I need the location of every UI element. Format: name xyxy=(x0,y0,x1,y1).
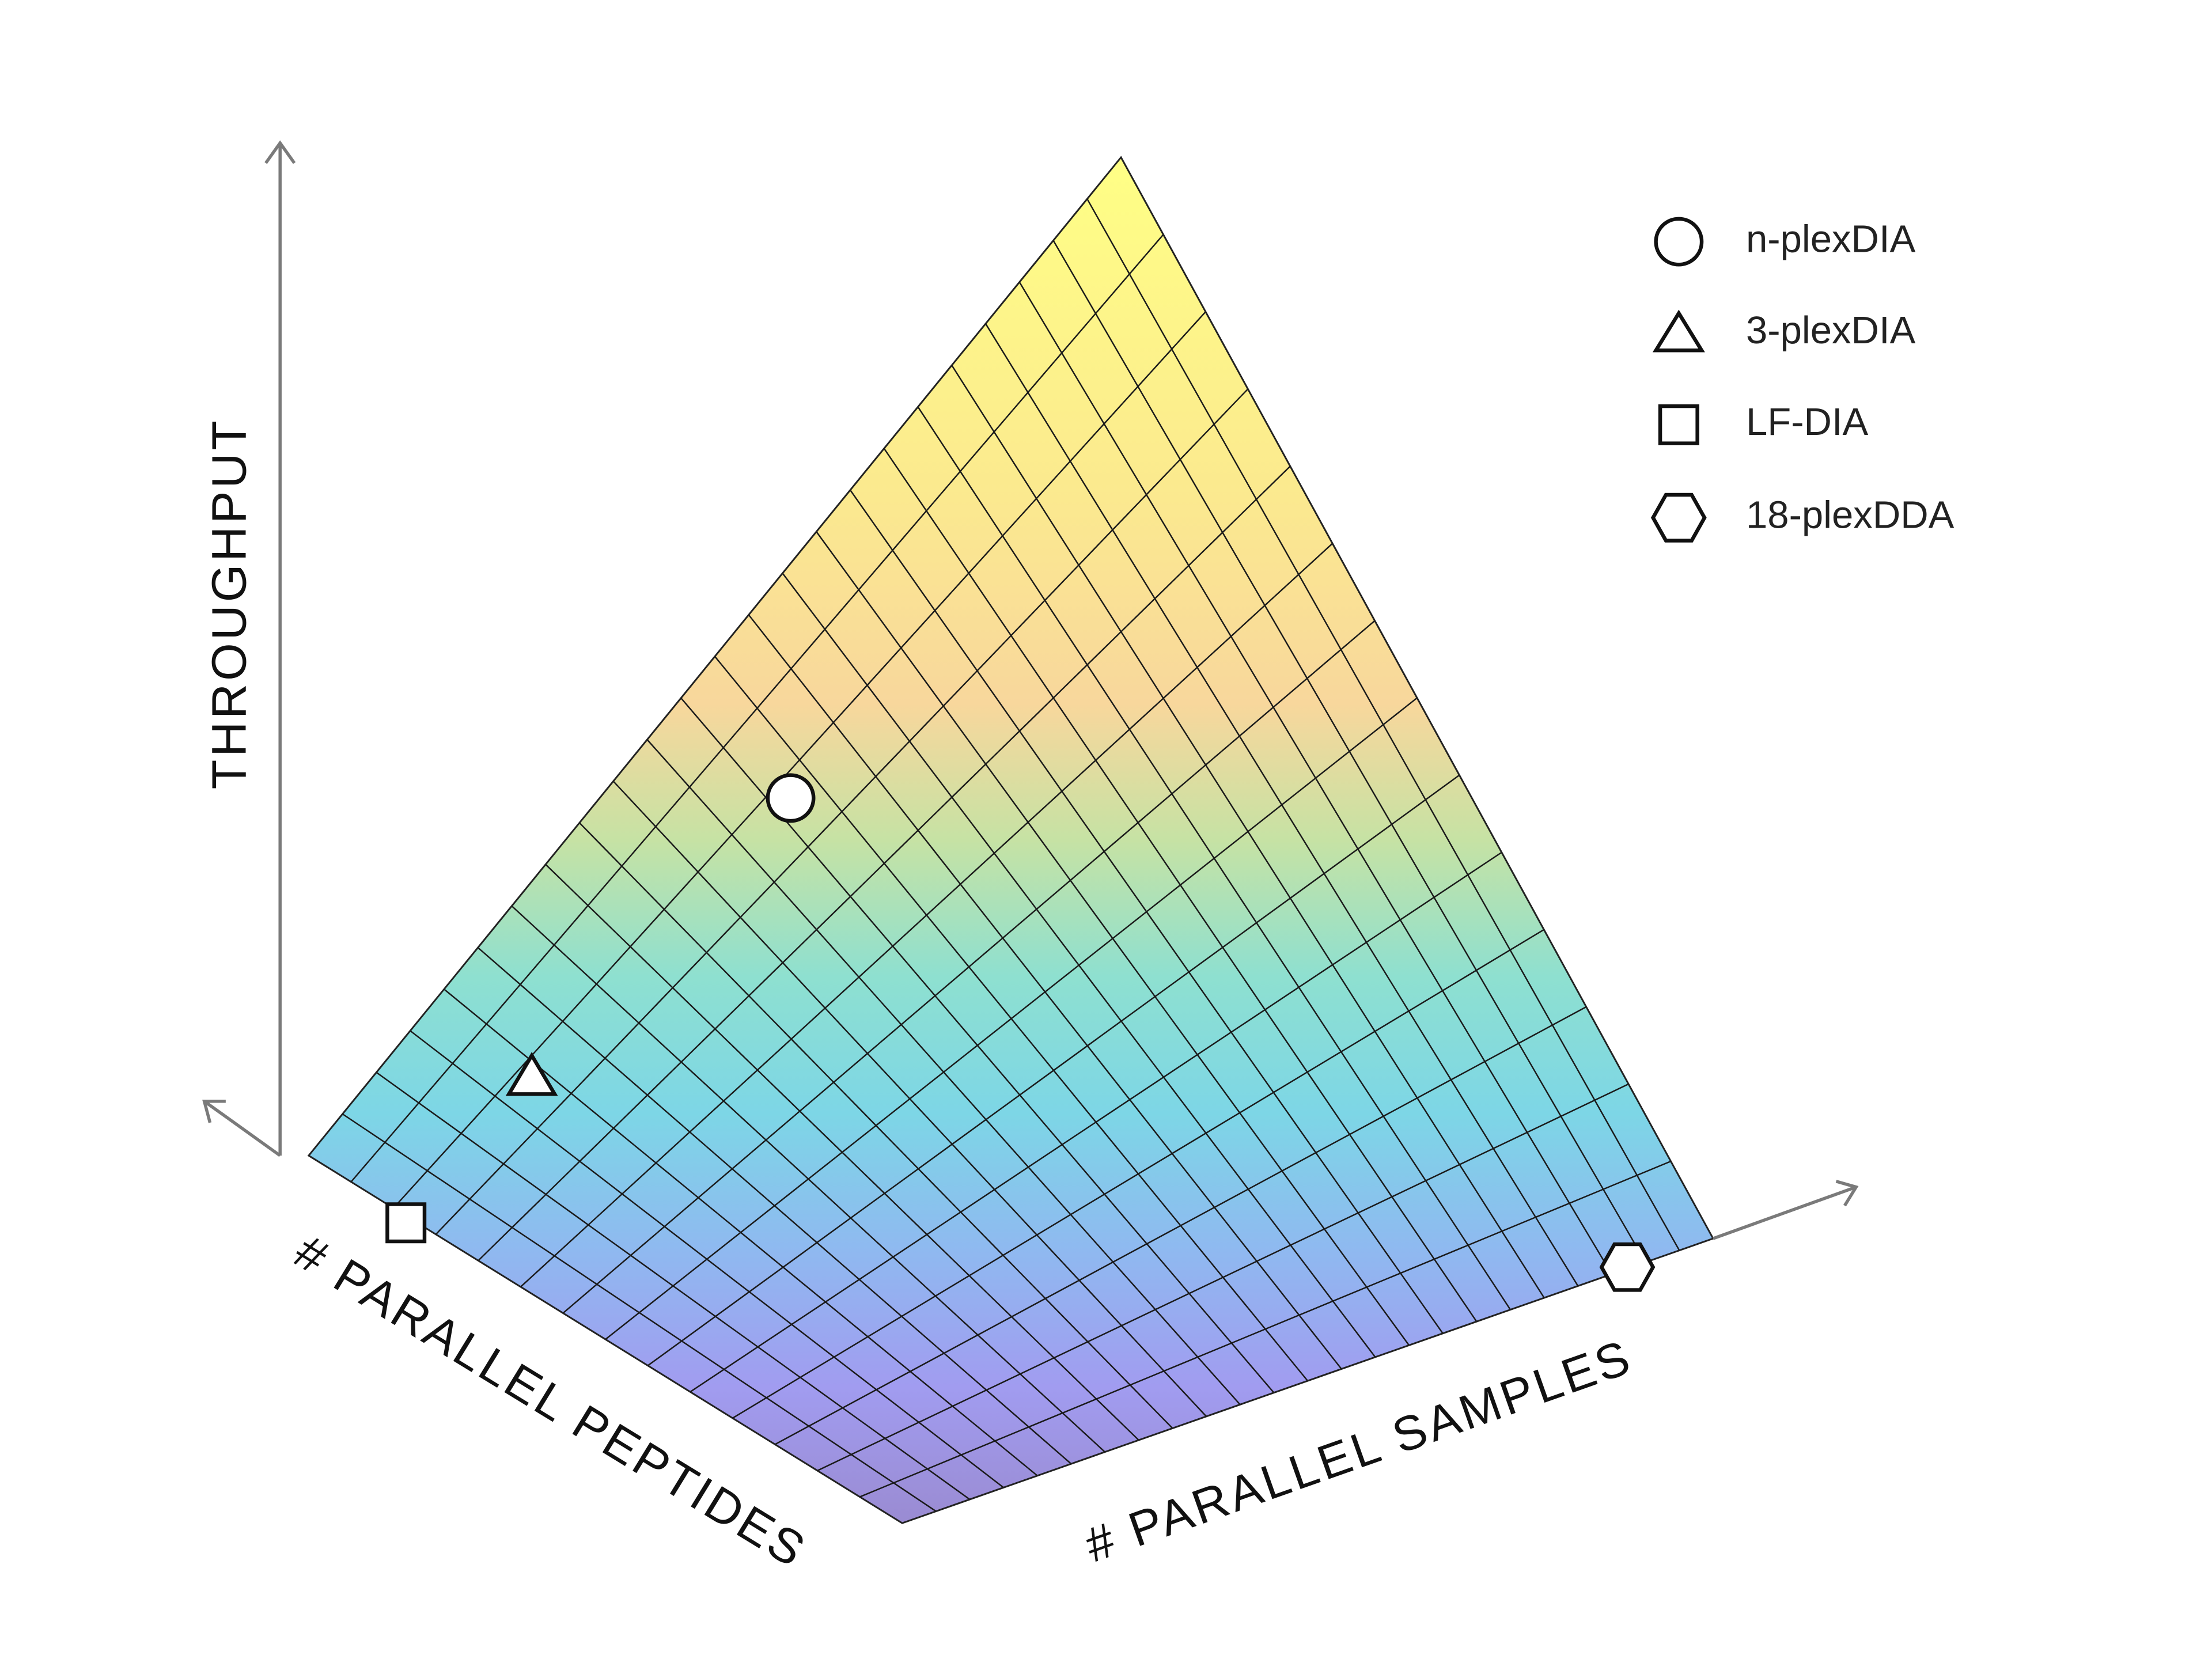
grid-line xyxy=(1086,198,1680,1251)
grid-line xyxy=(883,448,1478,1322)
surface-grid xyxy=(342,198,1680,1512)
grid-line xyxy=(545,863,1139,1441)
axis-label: THROUGHPUT xyxy=(202,418,256,789)
grid-line xyxy=(511,905,1105,1453)
marker-hexagon xyxy=(1599,1242,1656,1292)
grid-line xyxy=(951,365,1545,1298)
legend-hexagon xyxy=(1650,493,1707,543)
grid-line xyxy=(444,988,1038,1476)
legend-label: LF-DIA xyxy=(1746,400,1869,444)
marker-square xyxy=(385,1202,427,1244)
legend-label: 18-plexDDA xyxy=(1746,493,1955,536)
vertical-axis xyxy=(264,140,296,1156)
grid-line xyxy=(646,739,1241,1406)
right-axis xyxy=(1713,1180,1859,1240)
grid-line xyxy=(984,323,1579,1287)
marker-triangle xyxy=(505,1051,558,1096)
left-axis xyxy=(202,1099,281,1157)
legend-circle xyxy=(1654,217,1704,267)
grid-line xyxy=(612,781,1207,1417)
grid-line xyxy=(579,822,1173,1429)
legend-square xyxy=(1658,404,1699,445)
grid-line xyxy=(714,656,1309,1381)
grid-line xyxy=(849,490,1444,1334)
grid-line xyxy=(477,947,1072,1465)
grid-line xyxy=(376,1071,971,1500)
grid-line xyxy=(1018,282,1613,1275)
grid-line xyxy=(782,573,1376,1358)
grid-line xyxy=(748,614,1342,1370)
grid-line xyxy=(917,406,1512,1310)
grid-line xyxy=(816,531,1410,1346)
grid-line xyxy=(1052,240,1646,1263)
legend-triangle xyxy=(1652,309,1705,353)
surface xyxy=(307,156,1715,1524)
grid-line xyxy=(342,1113,937,1512)
marker-circle xyxy=(766,773,816,823)
legend-label: 3-plexDIA xyxy=(1746,309,1916,352)
grid-line xyxy=(410,1030,1004,1488)
legend-label: n-plexDIA xyxy=(1746,217,1916,260)
